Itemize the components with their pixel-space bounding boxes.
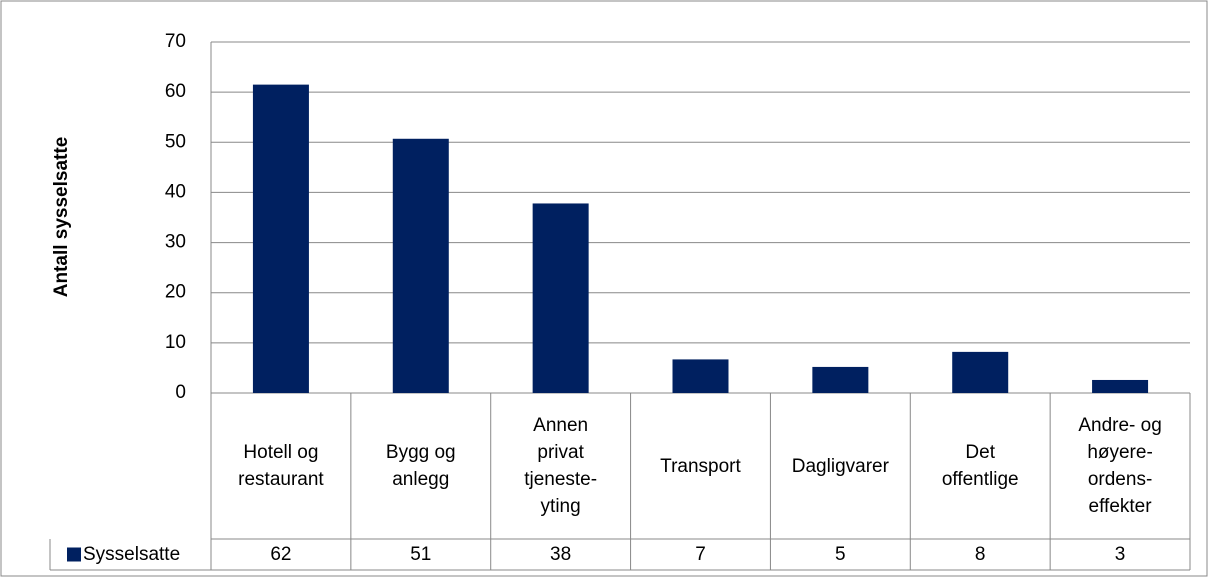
x-tick-label: Hotell og restaurant bbox=[238, 442, 324, 490]
y-tick-label: 0 bbox=[175, 382, 186, 403]
bar bbox=[1092, 379, 1149, 393]
table-value: 3 bbox=[1114, 544, 1126, 565]
bar bbox=[812, 366, 869, 393]
y-axis-label: Antall sysselsatte bbox=[51, 137, 72, 298]
x-tick-label: Andre- og høyere- ordens- effekter bbox=[1078, 415, 1162, 517]
y-tick-label: 10 bbox=[165, 332, 186, 353]
table-value: 5 bbox=[835, 544, 846, 565]
y-tick-label: 70 bbox=[165, 31, 186, 52]
x-tick-label: Dagligvarer bbox=[791, 455, 889, 477]
legend-label: Sysselsatte bbox=[83, 544, 181, 565]
y-tick-label: 20 bbox=[165, 282, 186, 303]
table-value: 51 bbox=[410, 544, 432, 565]
table-value: 7 bbox=[695, 544, 706, 565]
bar bbox=[252, 84, 309, 393]
y-tick-label: 50 bbox=[165, 131, 186, 152]
table-value: 8 bbox=[974, 544, 986, 565]
bar bbox=[392, 138, 449, 393]
table-value: 38 bbox=[550, 544, 572, 565]
table-value: 62 bbox=[270, 544, 292, 565]
x-tick-label: Transport bbox=[660, 455, 741, 477]
bar bbox=[532, 203, 589, 393]
bar bbox=[952, 351, 1009, 393]
y-tick-label: 40 bbox=[165, 181, 186, 202]
x-tick-label: Det offentlige bbox=[941, 442, 1019, 490]
y-tick-label: 30 bbox=[165, 232, 186, 253]
bar bbox=[672, 359, 729, 393]
x-tick-label: Annen privat tjeneste- yting bbox=[524, 415, 598, 517]
legend-key bbox=[67, 547, 81, 562]
y-tick-label: 60 bbox=[165, 81, 186, 102]
x-tick-label: Bygg og anlegg bbox=[385, 442, 456, 490]
